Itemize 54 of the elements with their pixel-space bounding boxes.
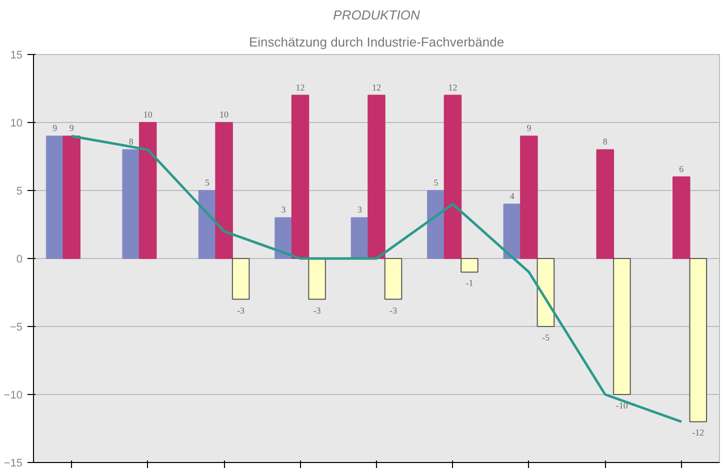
- data-label: 10: [220, 110, 230, 120]
- y-tick-label: −15: [4, 458, 23, 468]
- data-label: -3: [237, 305, 246, 316]
- data-label: 3: [281, 204, 286, 215]
- bar: [384, 258, 402, 300]
- bar: [536, 258, 555, 327]
- y-tick-label: 5: [16, 186, 23, 198]
- bar: [350, 217, 369, 259]
- y-tick-label: −5: [10, 322, 23, 334]
- data-label: 9: [526, 123, 532, 134]
- y-tick-label: −10: [4, 390, 23, 402]
- bar: [308, 258, 326, 300]
- data-label: -12: [692, 428, 704, 438]
- bar: [291, 94, 310, 259]
- data-label: 9: [69, 123, 74, 134]
- bar: [274, 217, 292, 259]
- bar: [460, 258, 478, 273]
- bar: [138, 122, 157, 259]
- chart-title: PRODUKTION: [333, 8, 420, 22]
- data-label: -3: [390, 305, 398, 316]
- data-label: -10: [616, 400, 628, 410]
- bar: [672, 176, 690, 259]
- data-label: 8: [128, 136, 134, 147]
- bar: [427, 190, 445, 259]
- data-label: -1: [466, 278, 474, 288]
- data-label: 12: [296, 82, 305, 92]
- data-label: 5: [205, 178, 210, 188]
- bar: [520, 136, 538, 259]
- y-tick-label: 0: [16, 254, 23, 266]
- y-tick-label: 15: [10, 50, 23, 62]
- bar: [215, 122, 233, 259]
- data-label: 5: [434, 178, 439, 188]
- data-label: 12: [372, 82, 381, 92]
- data-label: 4: [510, 191, 515, 202]
- data-label: 12: [448, 82, 458, 92]
- bar: [444, 94, 462, 259]
- bar: [689, 258, 708, 422]
- data-label: -5: [542, 332, 550, 342]
- data-label: 9: [52, 123, 58, 134]
- data-label: 6: [679, 164, 684, 174]
- y-tick-label: 10: [10, 118, 23, 130]
- chart-subtitle: Einschätzung durch Industrie-Fachverbände: [248, 34, 504, 50]
- bar: [62, 136, 80, 259]
- bar: [122, 149, 140, 259]
- bar: [232, 258, 250, 300]
- data-label: 8: [602, 136, 608, 147]
- bar: [46, 136, 64, 259]
- line-series: [70, 134, 683, 423]
- data-label: 3: [357, 204, 362, 215]
- data-label: 10: [143, 110, 153, 120]
- bar: [613, 258, 631, 395]
- bar: [368, 94, 386, 259]
- bar: [596, 149, 614, 259]
- data-label: -3: [313, 305, 322, 316]
